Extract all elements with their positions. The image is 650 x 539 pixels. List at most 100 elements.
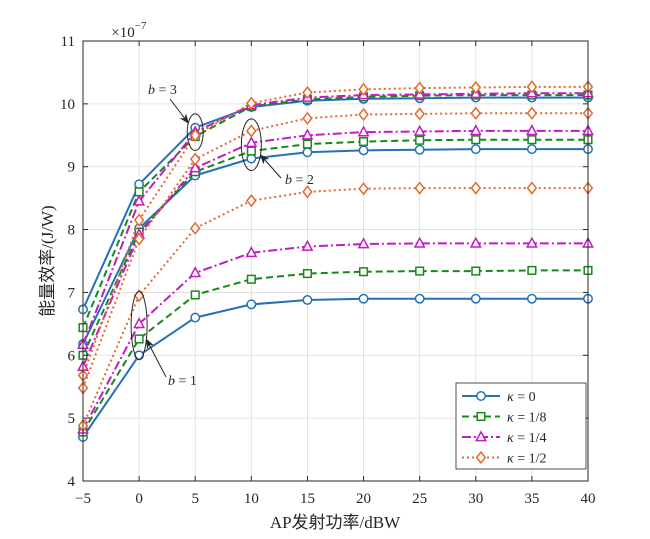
legend: κ = 0 κ = 1/8 κ = 1/4 κ = 1/2 [455, 382, 587, 470]
data-point-3-b2-4 [302, 111, 313, 125]
data-point-1-b2-4 [302, 139, 312, 149]
data-point-3-b3-1 [133, 213, 145, 227]
annotation-arrow-0 [169, 98, 189, 124]
data-point-1-b1-8 [527, 265, 537, 275]
data-point-1-b1-1 [134, 334, 144, 344]
data-point-3-b2-3 [246, 124, 257, 138]
data-point-0-b2-4 [302, 147, 313, 158]
data-point-3-b3-8 [526, 80, 538, 94]
data-point-3-b2-6 [414, 107, 425, 121]
data-point-1-b1-5 [359, 267, 369, 277]
x-axis-label: AP发射功率/dBW [270, 513, 401, 532]
axes-frame [82, 40, 589, 482]
legend-label-0: κ = 0 [507, 390, 536, 405]
legend-entry-1: κ = 1/8 [462, 411, 547, 426]
legend-marker-3 [475, 450, 487, 465]
y-tick-label-4: 8 [68, 223, 76, 239]
data-point-0-b2-8 [526, 144, 537, 155]
series-line-1-b1 [82, 269, 588, 433]
series-line-3-b2 [82, 112, 588, 389]
data-point-1-b1-3 [246, 274, 256, 284]
legend-marker-2 [475, 430, 487, 442]
y-tick-label-7: 11 [61, 34, 75, 50]
annotation-ellipse-0 [186, 113, 204, 152]
data-point-1-b2-7 [471, 135, 481, 145]
y-tick-label-2: 6 [68, 348, 76, 364]
data-point-3-b1-4 [302, 185, 313, 199]
series-line-0-b1 [82, 297, 588, 438]
data-point-2-b1-2 [189, 266, 202, 278]
y-tick-label-1: 5 [68, 411, 76, 427]
data-point-3-b1-7 [470, 181, 482, 195]
data-point-2-b2-2 [189, 161, 202, 173]
data-point-3-b2-1 [133, 232, 145, 246]
data-point-0-b1-7 [470, 293, 481, 304]
data-point-1-b1-7 [471, 266, 481, 276]
data-point-1-b2-5 [359, 137, 369, 147]
data-point-3-b3-3 [246, 96, 257, 110]
data-point-1-b1-2 [190, 290, 200, 300]
data-point-1-b1-6 [415, 266, 425, 276]
data-point-3-b2-2 [189, 152, 201, 166]
x-tick-label-5: 20 [356, 491, 371, 507]
data-point-3-b3-5 [358, 82, 369, 97]
annotation-ellipse-2 [130, 291, 148, 360]
series-line-2-b2 [82, 129, 588, 367]
series-line-3-b3 [82, 85, 588, 376]
data-point-2-b2-6 [413, 124, 426, 136]
data-point-2-b2-4 [301, 128, 314, 140]
x-tick-label-7: 30 [468, 491, 483, 507]
data-point-1-b2-3 [246, 146, 256, 156]
annotation-ellipse-1 [240, 118, 262, 172]
x-tick-label-2: 5 [191, 491, 199, 507]
data-point-0-b1-5 [358, 293, 369, 304]
data-point-3-b3-7 [470, 80, 482, 95]
y-axis-multiplier: ×10−7 [85, 17, 165, 41]
data-point-0-b2-7 [470, 144, 481, 155]
data-point-3-b3-2 [189, 128, 201, 142]
x-tick-label-3: 10 [244, 491, 259, 507]
data-point-0-b1-2 [190, 312, 201, 323]
x-tick-label-4: 15 [300, 491, 315, 507]
annotation-label-0: b = 3 [148, 83, 177, 98]
y-tick-label-3: 7 [68, 285, 76, 301]
data-point-0-b2-3 [246, 153, 257, 164]
annotation-arrow-1 [259, 154, 282, 179]
x-tick-label-1: 0 [135, 491, 143, 507]
data-point-3-b2-5 [358, 107, 369, 122]
data-point-0-b1-8 [526, 293, 537, 304]
data-point-3-b2-7 [470, 106, 482, 120]
legend-entry-3: κ = 1/2 [462, 450, 547, 467]
data-point-0-b2-5 [358, 145, 369, 156]
series-line-3-b1 [82, 187, 588, 427]
annotations: b = 3 b = 2 b = 1 [130, 83, 314, 389]
x-tick-label-8: 35 [524, 491, 539, 507]
y-tick-label-5: 9 [68, 160, 76, 176]
annotation-label-2: b = 1 [168, 374, 197, 389]
data-point-3-b3-4 [302, 85, 313, 100]
annotation-1: b = 2 [240, 118, 314, 188]
legend-label-2: κ = 1/4 [507, 431, 547, 446]
data-point-2-b1-3 [245, 246, 258, 258]
y-tick-label-0: 4 [68, 474, 76, 490]
legend-marker-0 [476, 391, 486, 401]
annotation-label-1: b = 2 [285, 173, 314, 188]
x-tick-label-6: 25 [412, 491, 427, 507]
data-point-3-b1-8 [526, 181, 538, 195]
annotation-2: b = 1 [130, 291, 197, 389]
data-point-0-b2-6 [414, 144, 425, 155]
data-point-3-b1-5 [358, 182, 369, 196]
data-point-2-b1-6 [413, 236, 426, 248]
legend-label-1: κ = 1/8 [507, 411, 547, 426]
data-point-1-b1-4 [302, 269, 312, 279]
data-point-2-b2-8 [525, 124, 538, 136]
data-point-2-b2-7 [469, 124, 482, 136]
data-series [77, 80, 594, 442]
legend-entry-2: κ = 1/4 [462, 430, 547, 446]
legend-entry-0: κ = 0 [462, 390, 536, 405]
x-tick-label-0: −5 [75, 491, 91, 507]
data-point-3-b1-6 [414, 181, 425, 195]
data-point-3-b3-6 [414, 81, 425, 95]
